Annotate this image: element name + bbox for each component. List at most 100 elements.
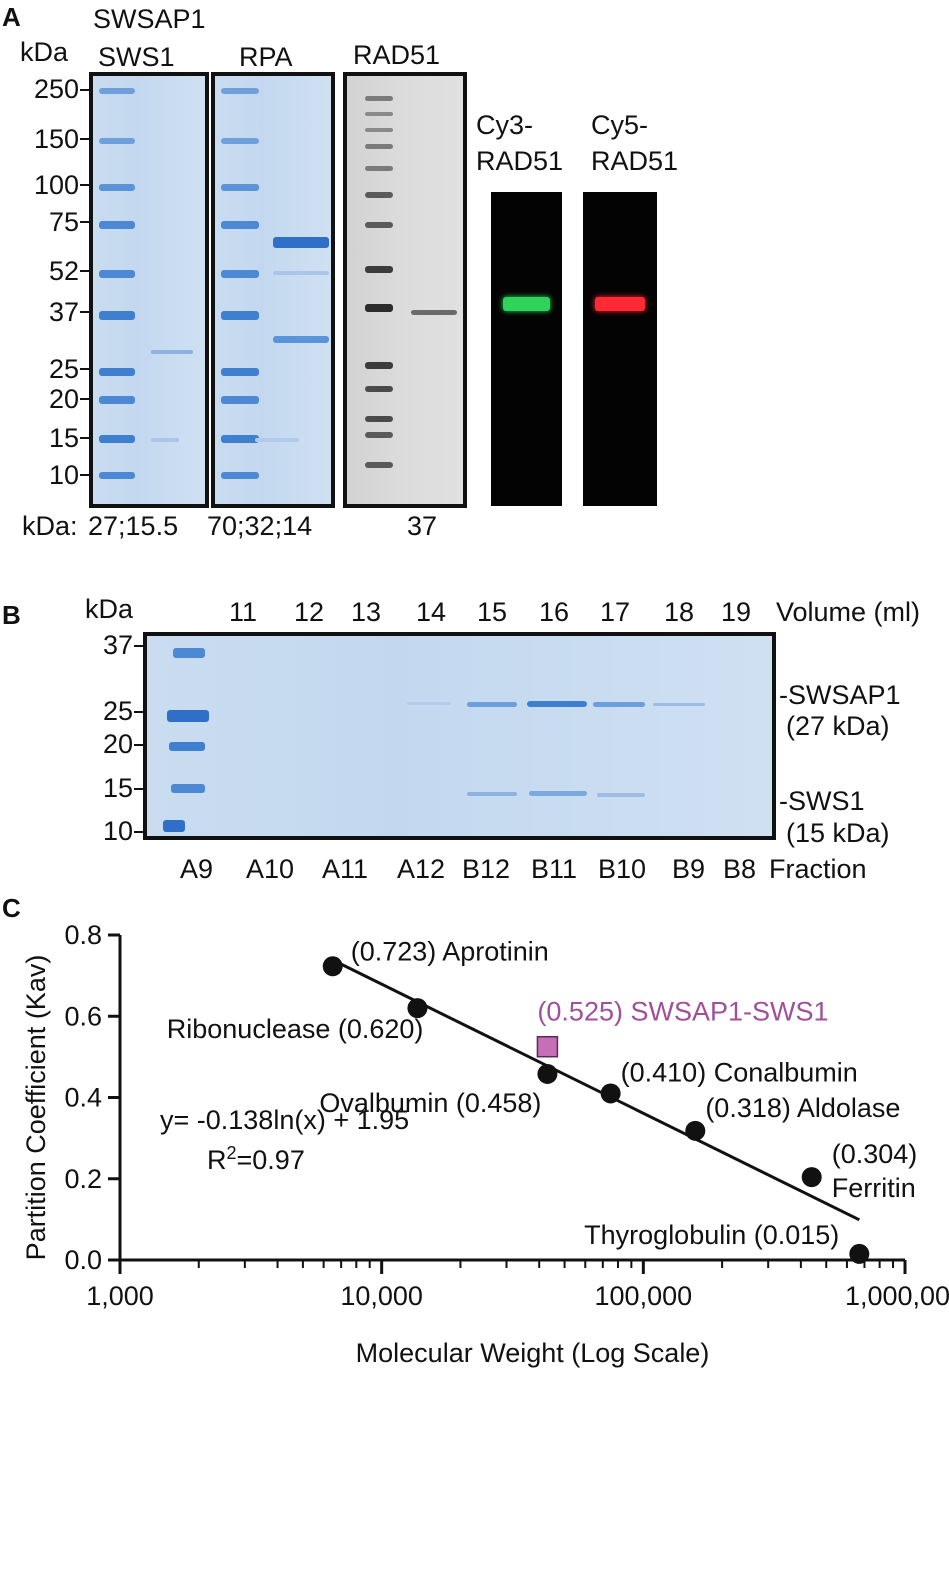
swsap1-kda-annotation: (27 kDa)	[786, 711, 890, 741]
swsap1-band	[407, 702, 451, 705]
ladder-band	[163, 820, 185, 832]
volume-label: 13	[351, 597, 382, 627]
ladder-band	[365, 304, 393, 312]
ladder-lane	[97, 76, 137, 504]
ladder-band	[221, 270, 259, 278]
cy3-band	[503, 297, 550, 311]
panel-a-letter: A	[2, 2, 21, 32]
marker-label: 150	[33, 124, 79, 154]
standard-label: (0.318) Aldolase	[705, 1093, 900, 1123]
ladder-band	[365, 266, 393, 273]
gel-swsap1-sws1	[89, 72, 209, 508]
y-tick-label: 0.4	[64, 1083, 102, 1113]
volume-label: 17	[600, 597, 631, 627]
volume-label: 18	[664, 597, 695, 627]
gel-cy5-rad51	[583, 192, 657, 506]
panel-c-letter: C	[2, 893, 21, 923]
y-axis-label: Partition Coefficient (Kav)	[21, 955, 51, 1261]
volume-label: 16	[539, 597, 570, 627]
ladder-band	[171, 784, 205, 793]
volume-label: 12	[294, 597, 325, 627]
volume-axis-label: Volume (ml)	[776, 597, 921, 627]
ladder-band	[365, 112, 393, 116]
swsap1-band	[653, 703, 705, 706]
sws1-band	[529, 791, 587, 796]
panel-a-bottom-rpa: 70;32;14	[207, 511, 313, 541]
ladder-band	[365, 128, 393, 132]
panel-b-letter: B	[2, 600, 21, 630]
ladder-band	[99, 368, 135, 376]
fraction-label: B9	[672, 854, 706, 884]
standard-point	[685, 1120, 706, 1141]
fit-r-squared: R2=0.97	[207, 1143, 305, 1175]
swsap1-band	[151, 350, 193, 354]
fraction-label: B11	[531, 854, 578, 884]
rpa32-band	[273, 336, 329, 343]
standard-point	[849, 1243, 870, 1264]
marker-label: 20	[48, 384, 79, 414]
ladder-band	[221, 472, 259, 479]
ladder-band	[221, 138, 259, 144]
x-tick-label: 1,000	[86, 1281, 154, 1311]
volume-label: 14	[416, 597, 447, 627]
panel-a-rad51-title: RAD51	[353, 40, 441, 70]
marker-label: 25	[102, 696, 133, 726]
ladder-band	[221, 311, 259, 320]
marker-label: 15	[102, 773, 133, 803]
fraction-label: A11	[322, 854, 369, 884]
ladder-band	[221, 368, 259, 376]
ladder-band	[99, 138, 135, 144]
ladder-band	[221, 221, 259, 229]
marker-label: 75	[48, 207, 79, 237]
panel-a-sws1-title: SWS1	[98, 42, 175, 72]
standard-label: (0.304)	[832, 1139, 918, 1169]
cy3-label-line1: Cy3-	[476, 110, 534, 140]
standard-label: Thyroglobulin (0.015)	[584, 1220, 839, 1250]
ladder-band	[173, 648, 205, 658]
volume-label: 19	[721, 597, 752, 627]
ladder-band	[365, 166, 393, 171]
panel-a-rpa-title: RPA	[239, 42, 293, 72]
fraction-label: B12	[462, 854, 511, 884]
panel-a-kda-header: kDa	[20, 37, 69, 67]
standard-point	[600, 1083, 621, 1104]
x-axis-label: Molecular Weight (Log Scale)	[356, 1338, 710, 1368]
marker-label: 10	[102, 816, 133, 846]
marker-label: 250	[33, 74, 79, 104]
standard-point	[322, 956, 343, 977]
gel-fractions	[143, 632, 776, 840]
x-tick-label: 10,000	[340, 1281, 423, 1311]
ladder-band	[99, 472, 135, 479]
panel-a-bottom-prefix: kDa:	[22, 511, 78, 541]
standard-label: Ovalbumin (0.458)	[319, 1088, 541, 1118]
swsap1-band	[527, 701, 587, 707]
sws1-band	[597, 793, 645, 797]
rpa70-band	[273, 237, 329, 248]
panel-a-bottom-swsap1: 27;15.5	[88, 511, 179, 541]
panel-b-kda-header: kDa	[85, 594, 134, 624]
volume-label: 11	[229, 597, 258, 627]
marker-label: 37	[48, 297, 79, 327]
swsap1-annotation: -SWSAP1	[779, 680, 901, 710]
ladder-band	[99, 311, 135, 320]
ladder-band	[99, 184, 135, 191]
standard-point	[801, 1167, 822, 1188]
cy5-label-line1: Cy5-	[591, 110, 649, 140]
rpa14-band	[255, 438, 299, 442]
volume-label: 15	[477, 597, 508, 627]
ladder-band	[365, 386, 393, 392]
gel-rad51	[343, 72, 467, 508]
ladder-band	[365, 96, 393, 101]
fraction-label: A12	[397, 854, 446, 884]
ladder-band	[169, 742, 205, 751]
cy5-label-line2: RAD51	[591, 146, 679, 176]
sws1-band	[151, 438, 179, 442]
fraction-label: A10	[246, 854, 295, 884]
swsap1-band	[593, 702, 645, 707]
marker-label: 37	[102, 630, 133, 660]
sws1-band	[467, 792, 517, 796]
y-tick-label: 0.0	[64, 1245, 102, 1275]
fraction-label: B8	[723, 854, 757, 884]
fit-equation: y= -0.138ln(x) + 1.95	[160, 1105, 409, 1135]
marker-label: 100	[33, 170, 79, 200]
